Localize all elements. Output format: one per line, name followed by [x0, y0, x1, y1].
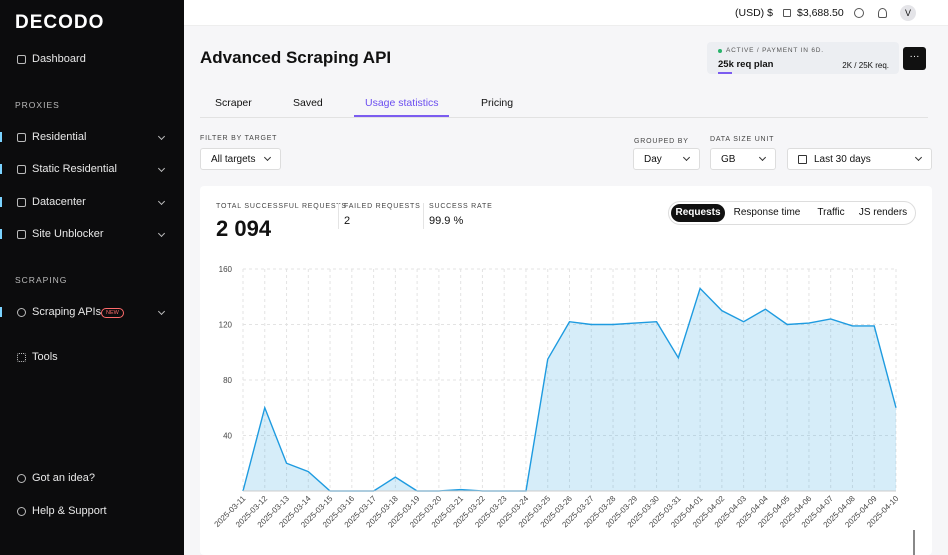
tabs: Scraper Saved Usage statistics Pricing	[200, 96, 928, 118]
nav-item[interactable]: Static Residential	[32, 163, 117, 175]
icon	[17, 507, 26, 516]
avatar[interactable]: V	[900, 5, 916, 21]
divider	[338, 203, 339, 229]
user-icon[interactable]	[878, 8, 887, 18]
tab-underline	[354, 115, 449, 117]
indicator	[0, 164, 2, 174]
nav-item[interactable]: Scraping APIs	[32, 306, 102, 318]
target-select[interactable]: All targets	[200, 148, 281, 170]
nav-item[interactable]: Residential	[32, 131, 87, 143]
wallet-icon	[783, 9, 791, 17]
icon	[17, 133, 26, 142]
toggle-group: Requests Response time Traffic JS renders	[668, 201, 916, 225]
unit-select[interactable]: GB	[710, 148, 776, 170]
nav-item[interactable]: Got an idea?	[32, 472, 95, 484]
tab[interactable]: Usage statistics	[365, 97, 439, 109]
stat-label: FAILED REQUESTS	[344, 203, 421, 210]
plan-usage: 2K / 25K req.	[842, 61, 889, 70]
stat-value: 2	[344, 215, 351, 227]
icon	[17, 353, 26, 362]
icon	[17, 308, 26, 317]
section-title: PROXIES	[15, 100, 60, 110]
filter-label: DATA SIZE UNIT	[710, 136, 775, 143]
icon	[17, 55, 26, 64]
page-title: Advanced Scraping API	[200, 48, 392, 67]
plan-box: ACTIVE / PAYMENT IN 6D. 25k req plan 2K …	[707, 42, 899, 74]
toggle[interactable]: Traffic	[817, 207, 845, 218]
icon	[17, 230, 26, 239]
stat-value: 2 094	[216, 216, 272, 241]
select-value: All targets	[211, 154, 256, 165]
nav-item[interactable]: Help & Support	[32, 505, 107, 517]
sidebar: DECODO Dashboard PROXIES Residential Sta…	[0, 0, 184, 555]
date-select[interactable]: Last 30 days	[787, 148, 932, 170]
stat-value: 99.9 %	[429, 215, 464, 227]
select-value: Last 30 days	[814, 154, 871, 165]
more-button[interactable]: ···	[903, 47, 926, 70]
nav-item[interactable]: Dashboard	[32, 53, 86, 65]
topbar: (USD) $ $3,688.50 V	[184, 0, 948, 26]
usage-bar	[718, 72, 732, 74]
tab[interactable]: Scraper	[215, 97, 252, 109]
y-tick-label: 40	[223, 432, 232, 441]
indicator	[0, 197, 2, 207]
icon	[17, 198, 26, 207]
toggle[interactable]: JS renders	[858, 207, 908, 218]
scrollbar	[913, 530, 915, 555]
section-title: SCRAPING	[15, 275, 68, 285]
logo[interactable]: DECODO	[15, 12, 105, 33]
indicator	[0, 229, 2, 239]
y-tick-label: 80	[223, 376, 232, 385]
nav-item[interactable]: Site Unblocker	[32, 228, 104, 240]
stat-label: SUCCESS RATE	[429, 203, 493, 210]
plan-status: ACTIVE / PAYMENT IN 6D.	[726, 47, 824, 54]
tab[interactable]: Saved	[293, 97, 323, 109]
icon	[17, 474, 26, 483]
select-value: GB	[721, 154, 736, 165]
select-value: Day	[644, 154, 662, 165]
group-select[interactable]: Day	[633, 148, 700, 170]
card	[200, 186, 932, 555]
icon	[17, 165, 26, 174]
divider	[423, 203, 424, 229]
nav-item[interactable]: Tools	[32, 351, 58, 363]
y-tick-label: 120	[219, 321, 233, 330]
y-tick-label: 160	[219, 265, 233, 274]
filter-label: GROUPED BY	[634, 138, 689, 145]
toggle[interactable]: Response time	[733, 207, 801, 218]
indicator	[0, 307, 2, 317]
toggle[interactable]: Requests	[671, 204, 725, 222]
stat-label: TOTAL SUCCESSFUL REQUESTS	[216, 203, 347, 210]
badge: NEW	[101, 308, 124, 318]
indicator	[0, 132, 2, 142]
filter-label: FILTER BY TARGET	[200, 135, 278, 142]
balance[interactable]: $3,688.50	[797, 7, 844, 19]
globe-icon[interactable]	[854, 8, 864, 18]
currency[interactable]: (USD) $	[735, 7, 773, 19]
tab[interactable]: Pricing	[481, 97, 514, 109]
nav-item[interactable]: Datacenter	[32, 196, 86, 208]
plan-name: 25k req plan	[718, 59, 774, 70]
status-dot	[718, 49, 722, 53]
area	[243, 288, 896, 491]
